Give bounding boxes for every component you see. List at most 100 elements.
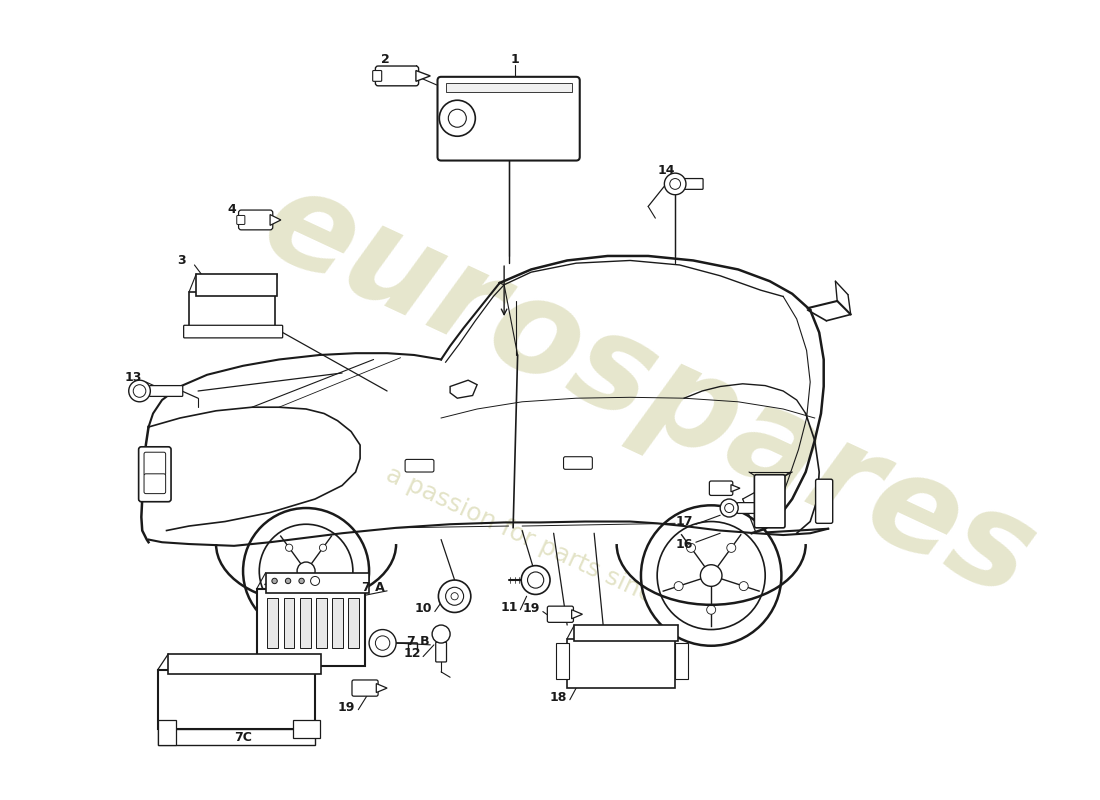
Circle shape <box>297 562 315 580</box>
FancyBboxPatch shape <box>548 606 573 622</box>
Bar <box>446 83 572 92</box>
FancyBboxPatch shape <box>352 680 378 696</box>
Circle shape <box>302 596 310 603</box>
Bar <box>168 654 321 674</box>
Circle shape <box>370 630 396 657</box>
Circle shape <box>439 100 475 136</box>
Polygon shape <box>376 683 387 693</box>
Circle shape <box>133 385 146 398</box>
Bar <box>265 573 370 593</box>
Circle shape <box>286 544 293 551</box>
Circle shape <box>739 582 748 590</box>
Circle shape <box>528 572 543 588</box>
FancyBboxPatch shape <box>184 326 283 338</box>
Bar <box>568 638 675 688</box>
FancyBboxPatch shape <box>710 481 733 495</box>
Circle shape <box>449 110 466 127</box>
FancyBboxPatch shape <box>815 479 833 523</box>
FancyBboxPatch shape <box>438 77 580 161</box>
Polygon shape <box>416 70 430 82</box>
Text: a passion for parts since 1985: a passion for parts since 1985 <box>382 462 735 644</box>
Circle shape <box>706 606 716 614</box>
FancyBboxPatch shape <box>563 457 592 470</box>
Bar <box>316 598 327 647</box>
Text: 17: 17 <box>675 515 693 528</box>
Bar <box>349 598 360 647</box>
Bar <box>196 274 277 297</box>
Circle shape <box>701 565 722 586</box>
Bar <box>267 598 278 647</box>
Bar <box>189 292 275 328</box>
Polygon shape <box>450 380 477 398</box>
Text: 13: 13 <box>124 371 142 384</box>
Text: 1: 1 <box>510 54 519 66</box>
Circle shape <box>657 522 766 630</box>
Circle shape <box>674 582 683 590</box>
Bar <box>675 643 688 679</box>
Bar <box>157 729 315 745</box>
Bar <box>256 589 364 666</box>
Text: 7 B: 7 B <box>407 634 430 648</box>
Circle shape <box>275 576 283 583</box>
Circle shape <box>727 543 736 552</box>
Circle shape <box>439 580 471 613</box>
Circle shape <box>310 577 320 586</box>
Text: eurospares: eurospares <box>243 157 1054 625</box>
FancyBboxPatch shape <box>236 215 245 225</box>
Text: 10: 10 <box>415 602 432 615</box>
Polygon shape <box>732 485 740 492</box>
Text: 14: 14 <box>658 164 675 177</box>
Bar <box>284 598 295 647</box>
Bar <box>293 719 320 738</box>
FancyBboxPatch shape <box>144 452 166 476</box>
FancyBboxPatch shape <box>674 178 703 190</box>
Circle shape <box>720 499 738 517</box>
Circle shape <box>451 593 459 600</box>
Circle shape <box>375 636 389 650</box>
Circle shape <box>664 173 686 194</box>
Circle shape <box>243 508 370 634</box>
Text: 2: 2 <box>381 54 389 66</box>
Text: 3: 3 <box>177 254 186 267</box>
Polygon shape <box>271 214 281 226</box>
Circle shape <box>432 625 450 643</box>
Circle shape <box>260 524 353 618</box>
Circle shape <box>299 578 305 584</box>
Circle shape <box>446 587 463 606</box>
Text: 19: 19 <box>338 702 355 714</box>
FancyBboxPatch shape <box>150 386 183 396</box>
FancyBboxPatch shape <box>436 642 447 662</box>
FancyBboxPatch shape <box>375 66 419 86</box>
Circle shape <box>670 178 681 190</box>
Text: 19: 19 <box>522 602 540 615</box>
Circle shape <box>521 566 550 594</box>
Text: 7C: 7C <box>234 731 252 744</box>
FancyBboxPatch shape <box>239 210 273 230</box>
Bar <box>332 598 343 647</box>
Circle shape <box>129 380 151 402</box>
Circle shape <box>319 544 327 551</box>
FancyBboxPatch shape <box>737 502 761 514</box>
Text: 16: 16 <box>675 538 693 550</box>
Text: 12: 12 <box>404 647 421 660</box>
FancyBboxPatch shape <box>139 447 170 502</box>
Circle shape <box>686 543 695 552</box>
Circle shape <box>641 506 781 646</box>
FancyBboxPatch shape <box>373 70 382 82</box>
Circle shape <box>330 576 337 583</box>
Bar <box>157 670 315 729</box>
Circle shape <box>272 578 277 584</box>
Bar <box>574 625 678 642</box>
Bar <box>557 643 569 679</box>
Text: 4: 4 <box>228 202 236 216</box>
FancyBboxPatch shape <box>144 474 166 494</box>
Bar <box>157 719 176 745</box>
FancyBboxPatch shape <box>755 474 785 528</box>
Circle shape <box>285 578 290 584</box>
FancyBboxPatch shape <box>405 459 433 472</box>
Text: 7 A: 7 A <box>362 581 385 594</box>
Text: 11: 11 <box>500 601 518 614</box>
Polygon shape <box>572 610 582 618</box>
Circle shape <box>725 503 734 513</box>
Bar <box>300 598 310 647</box>
